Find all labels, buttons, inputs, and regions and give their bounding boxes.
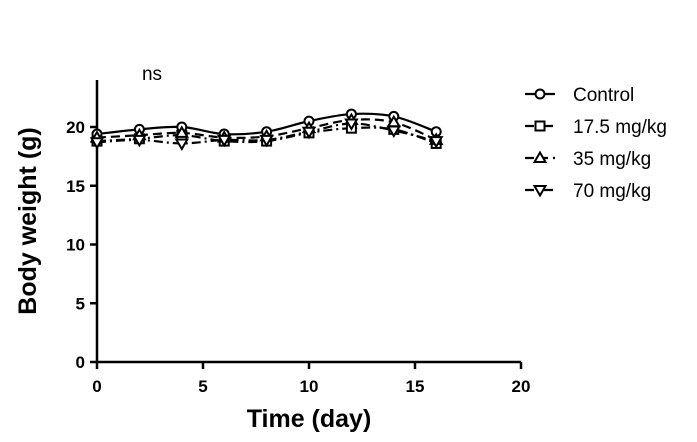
- y-tick-label: 15: [66, 177, 85, 196]
- data-point: [259, 134, 274, 148]
- legend-item: 70 mg/kg: [525, 181, 651, 202]
- y-axis-title: Body weight (g): [14, 127, 42, 314]
- x-tick-label: 15: [406, 377, 425, 396]
- x-axis-title: Time (day): [247, 405, 372, 433]
- legend-marker: [534, 120, 546, 132]
- x-tick-label: 5: [198, 377, 207, 396]
- series-layer: [89, 108, 444, 151]
- y-tick-label: 20: [66, 118, 85, 137]
- legend-marker: [534, 88, 546, 100]
- y-tick-label: 10: [66, 236, 85, 255]
- x-tick-label: 10: [300, 377, 319, 396]
- legend-item: 35 mg/kg: [525, 149, 651, 170]
- legend-marker: [532, 150, 548, 163]
- series-3: [89, 118, 444, 151]
- data-point: [301, 126, 317, 140]
- legend-label: 35 mg/kg: [573, 149, 651, 170]
- x-ticks: 0 5 10 15 20: [92, 362, 530, 396]
- data-point: [344, 118, 359, 131]
- data-point: [89, 137, 105, 150]
- data-point: [174, 138, 190, 151]
- x-tick-label: 20: [512, 377, 531, 396]
- legend-item: Control: [525, 85, 634, 106]
- data-point: [386, 125, 402, 139]
- y-tick-label: 5: [76, 294, 85, 313]
- legend-label: 17.5 mg/kg: [573, 117, 667, 138]
- x-tick-label: 0: [92, 377, 101, 396]
- series-line: [96, 122, 437, 145]
- legend-item: 17.5 mg/kg: [525, 117, 667, 138]
- y-tick-label: 0: [76, 353, 85, 372]
- significance-annotation: ns: [142, 64, 162, 85]
- data-point: [216, 134, 232, 148]
- y-ticks: 0 5 10 15 20: [66, 118, 97, 372]
- legend-marker: [532, 185, 548, 198]
- data-point: [428, 136, 444, 149]
- data-point: [132, 134, 147, 148]
- legend: Control 17.5 mg/kg 35 mg/kg 70 mg/kg: [525, 85, 667, 202]
- legend-label: 70 mg/kg: [573, 181, 651, 202]
- legend-label: Control: [573, 85, 634, 106]
- data-point: [174, 125, 190, 138]
